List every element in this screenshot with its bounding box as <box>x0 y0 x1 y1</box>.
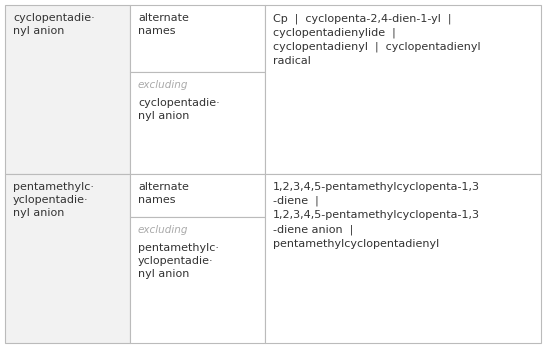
Bar <box>265 5 541 174</box>
Text: pentamethylc·
yclopentadie·
nyl anion: pentamethylc· yclopentadie· nyl anion <box>138 243 219 279</box>
Bar <box>130 174 265 217</box>
Bar <box>130 5 265 72</box>
Bar <box>265 174 541 343</box>
Text: excluding: excluding <box>138 225 188 235</box>
Bar <box>130 217 265 343</box>
Text: Cp  |  cyclopenta-2,4-dien-1-yl  |
cyclopentadienylide  |
cyclopentadienyl  |  c: Cp | cyclopenta-2,4-dien-1-yl | cyclopen… <box>273 13 480 66</box>
Bar <box>5 174 130 343</box>
Text: cyclopentadie·
nyl anion: cyclopentadie· nyl anion <box>13 13 95 36</box>
Bar <box>5 5 130 174</box>
Text: cyclopentadie·
nyl anion: cyclopentadie· nyl anion <box>138 98 219 121</box>
Text: alternate
names: alternate names <box>138 182 189 205</box>
Bar <box>130 72 265 174</box>
Text: 1,2,3,4,5-pentamethylcyclopenta-1,3
-diene  |
1,2,3,4,5-pentamethylcyclopenta-1,: 1,2,3,4,5-pentamethylcyclopenta-1,3 -die… <box>273 182 480 249</box>
Text: pentamethylc·
yclopentadie·
nyl anion: pentamethylc· yclopentadie· nyl anion <box>13 182 94 219</box>
Text: excluding: excluding <box>138 80 188 90</box>
Text: alternate
names: alternate names <box>138 13 189 36</box>
